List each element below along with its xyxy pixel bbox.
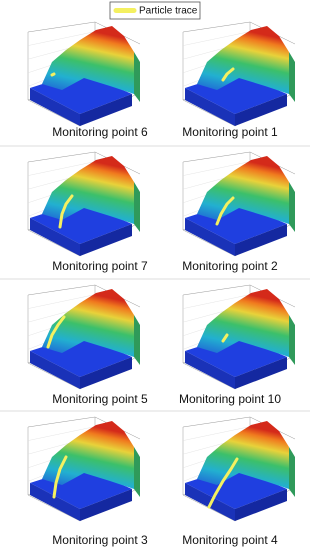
grid-line — [182, 31, 251, 46]
panel-caption: Monitoring point 4 — [182, 533, 278, 547]
particle-trace — [215, 196, 235, 226]
terrain — [197, 421, 289, 489]
terrain-side — [134, 447, 140, 497]
slab-side — [235, 94, 287, 126]
slab-side — [235, 357, 287, 389]
terrain-side — [289, 182, 295, 232]
terrain-side — [289, 52, 295, 102]
axis-frame — [27, 229, 81, 257]
panel-caption: Monitoring point 5 — [52, 392, 148, 406]
legend: Particle trace — [109, 1, 201, 20]
grid-line — [27, 426, 96, 441]
axis-frame — [182, 21, 251, 33]
slab-side — [80, 94, 132, 126]
slab-front — [185, 218, 235, 256]
slab-side — [235, 224, 287, 256]
panel-caption: Monitoring point 6 — [52, 125, 148, 139]
particle-trace — [52, 455, 68, 499]
grid-line — [27, 294, 96, 309]
terrain-side — [134, 315, 140, 365]
figure: Particle trace Monitoring point 6 Monitor… — [0, 1, 310, 547]
axis-frame — [182, 151, 251, 163]
axis-frame — [27, 416, 96, 428]
terrain — [197, 26, 289, 94]
slab-side — [80, 489, 132, 521]
terrain-side — [289, 315, 295, 365]
plot-panel: Monitoring point 6 — [27, 21, 148, 139]
terrain — [42, 289, 134, 357]
terrain — [42, 26, 134, 94]
slab-side — [235, 489, 287, 521]
terrain — [197, 289, 289, 357]
grid-line — [182, 161, 251, 176]
panel-caption: Monitoring point 2 — [182, 259, 278, 273]
particle-trace — [221, 67, 235, 82]
particle-trace — [46, 315, 66, 349]
slab-front — [30, 218, 80, 256]
separators — [0, 145, 310, 412]
legend-label: Particle trace — [139, 6, 198, 17]
panel-caption: Monitoring point 10 — [179, 392, 281, 406]
plot-panel: Monitoring point 10 — [179, 284, 296, 406]
slab-front — [185, 88, 235, 126]
plot-panel: Monitoring point 7 — [27, 151, 148, 273]
panel-caption: Monitoring point 3 — [52, 533, 148, 547]
axis-frame — [27, 494, 81, 522]
axis-frame — [27, 284, 96, 296]
panel-caption: Monitoring point 1 — [182, 125, 278, 139]
plot-panel: Monitoring point 4 — [182, 416, 296, 547]
terrain-side — [134, 182, 140, 232]
axis-frame — [182, 284, 251, 296]
slab-front — [185, 351, 235, 389]
grid-line — [27, 161, 96, 176]
slab-side — [80, 224, 132, 256]
particle-trace — [221, 333, 229, 343]
axis-frame — [182, 229, 236, 257]
particle-trace — [58, 194, 74, 229]
terrain — [42, 421, 134, 489]
plot-panel: Monitoring point 5 — [27, 284, 148, 406]
axis-frame — [27, 151, 96, 163]
axis-frame — [27, 99, 81, 127]
grid-line — [182, 294, 251, 309]
axis-frame — [182, 362, 236, 390]
plot-panel: Monitoring point 2 — [182, 151, 296, 273]
terrain — [197, 156, 289, 224]
axis-frame — [27, 362, 81, 390]
axis-frame — [27, 21, 96, 33]
grid-line — [27, 31, 96, 46]
axis-frame — [182, 416, 251, 428]
plot-panel: Monitoring point 1 — [182, 21, 296, 139]
slab-front — [30, 483, 80, 521]
slab-front — [30, 88, 80, 126]
particle-trace — [207, 457, 239, 509]
slab-front — [30, 351, 80, 389]
terrain-side — [289, 447, 295, 497]
panel-caption: Monitoring point 7 — [52, 259, 148, 273]
plot-panel: Monitoring point 3 — [27, 416, 148, 547]
legend-box — [109, 1, 201, 20]
particle-trace — [50, 72, 56, 77]
terrain-side — [134, 52, 140, 102]
slab-side — [80, 357, 132, 389]
axis-frame — [182, 99, 236, 127]
grid-line — [182, 426, 251, 441]
